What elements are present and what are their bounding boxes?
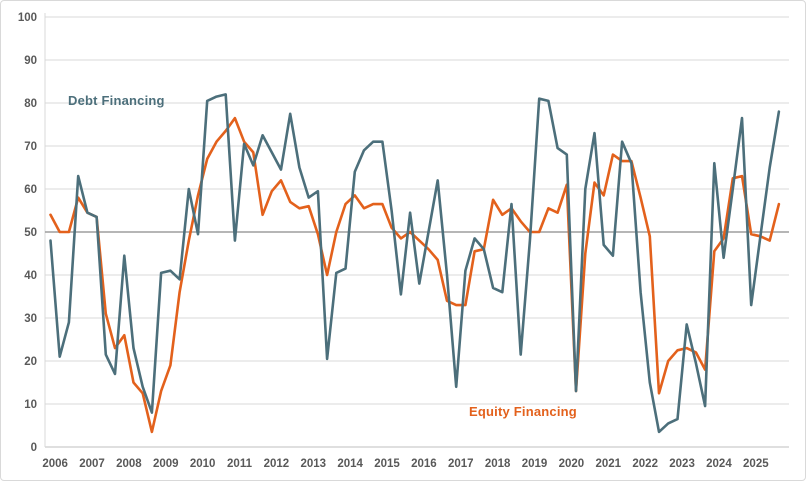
x-axis-year-label: 2016 bbox=[411, 458, 437, 470]
y-axis-tick-label: 80 bbox=[24, 98, 37, 110]
debt-series-line bbox=[49, 93, 781, 434]
x-axis-year-label: 2015 bbox=[374, 458, 400, 470]
y-axis-tick-label: 20 bbox=[24, 356, 37, 368]
x-axis-year-label: 2006 bbox=[42, 458, 68, 470]
y-axis-tick-label: 70 bbox=[24, 141, 37, 153]
x-axis-year-label: 2013 bbox=[300, 458, 326, 470]
x-axis-year-label: 2023 bbox=[669, 458, 695, 470]
equity-series-line bbox=[49, 116, 781, 434]
y-axis-tick-label: 90 bbox=[24, 55, 37, 67]
x-axis-year-label: 2024 bbox=[706, 458, 732, 470]
x-axis-year-label: 2007 bbox=[79, 458, 105, 470]
x-axis-year-label: 2019 bbox=[522, 458, 548, 470]
y-axis-tick-label: 30 bbox=[24, 313, 37, 325]
x-axis-year-label: 2022 bbox=[632, 458, 658, 470]
y-axis-tick-label: 40 bbox=[24, 270, 37, 282]
y-axis-tick-label: 60 bbox=[24, 184, 37, 196]
x-axis-year-label: 2021 bbox=[596, 458, 622, 470]
x-axis-year-label: 2017 bbox=[448, 458, 474, 470]
x-axis-year-label: 2011 bbox=[227, 458, 253, 470]
x-axis-year-label: 2009 bbox=[153, 458, 179, 470]
x-axis-year-label: 2025 bbox=[743, 458, 769, 470]
x-axis-year-label: 2008 bbox=[116, 458, 142, 470]
y-axis-tick-label: 0 bbox=[31, 442, 37, 454]
x-axis-year-label: 2014 bbox=[337, 458, 363, 470]
x-axis-year-label: 2012 bbox=[264, 458, 290, 470]
debt-series-label: Debt Financing bbox=[68, 93, 165, 108]
y-axis-tick-label: 100 bbox=[18, 12, 37, 24]
x-axis-year-label: 2018 bbox=[485, 458, 511, 470]
equity-series-label: Equity Financing bbox=[469, 404, 577, 419]
y-axis-tick-label: 50 bbox=[24, 227, 37, 239]
x-axis-year-label: 2010 bbox=[190, 458, 216, 470]
x-axis-year-label: 2020 bbox=[559, 458, 585, 470]
y-axis-tick-label: 10 bbox=[24, 399, 37, 411]
